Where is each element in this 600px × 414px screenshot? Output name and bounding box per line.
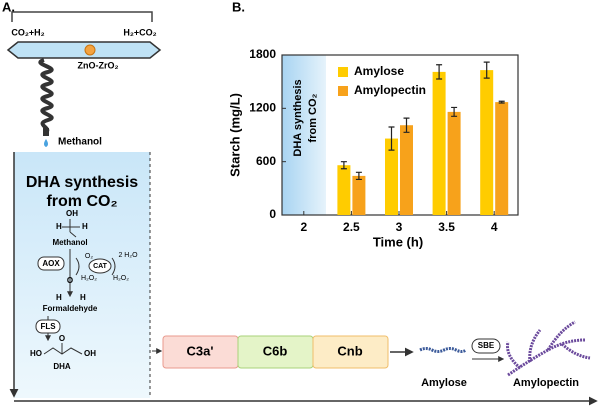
error-bar <box>436 64 443 80</box>
atom: H <box>80 293 86 302</box>
legend-label: Amylopectin <box>354 83 426 97</box>
bar <box>447 111 461 215</box>
enzyme-label: AOX <box>42 259 60 268</box>
error-bar <box>451 106 458 117</box>
enzyme-label: FLS <box>40 322 56 331</box>
atom: OH <box>84 349 96 358</box>
box-title: DHA synthesis <box>26 174 138 191</box>
annotation-region <box>282 55 326 215</box>
reagent: 2 H₂O <box>118 252 138 259</box>
product-label: Amylose <box>421 377 467 389</box>
bar <box>400 125 413 215</box>
x-axis-label: Time (h) <box>373 234 423 249</box>
bond <box>43 343 83 355</box>
atom: H <box>56 293 62 302</box>
gas-label: CO₂+H₂ <box>11 27 44 37</box>
legend-label: Amylose <box>354 64 404 78</box>
coil <box>38 58 54 134</box>
x-tick-label: 2 <box>300 220 307 234</box>
atom: H <box>56 222 62 231</box>
enzyme-label: SBE <box>478 341 495 350</box>
legend-swatch <box>338 86 348 96</box>
module <box>312 335 389 369</box>
panel-label: B. <box>232 0 245 14</box>
x-tick-label: 2.5 <box>343 220 360 234</box>
x-tick-label: 3 <box>396 220 403 234</box>
outlet <box>43 128 49 136</box>
reagent: H₂O₂ <box>81 275 97 282</box>
box-title: from CO₂ <box>46 193 117 210</box>
error-bar <box>340 161 347 170</box>
bar <box>432 71 446 215</box>
gas-label: H₂+CO₂ <box>123 27 156 37</box>
panel-label: A. <box>2 0 15 14</box>
atom: H <box>82 222 88 231</box>
y-axis-label: Starch (mg/L) <box>227 93 242 177</box>
y-tick-label: 1200 <box>249 101 276 115</box>
compound-label: DHA <box>53 362 71 371</box>
atom: O <box>59 334 65 343</box>
catalyst-label: ZnO-ZrO₂ <box>78 60 119 70</box>
module-label: C6b <box>263 343 288 358</box>
compound-label: Methanol <box>52 238 87 247</box>
enzyme <box>37 256 65 271</box>
y-tick-label: 600 <box>256 154 276 168</box>
legend-swatch <box>338 67 348 77</box>
bar <box>385 138 398 215</box>
enzyme <box>88 258 112 274</box>
annotation: from CO₂ <box>307 93 319 142</box>
error-bar <box>483 61 490 79</box>
amylopectin-branch <box>506 320 591 377</box>
amylose-chain <box>419 347 467 353</box>
reagent: O₂ <box>85 253 93 260</box>
error-bar <box>403 117 410 133</box>
bar <box>337 165 351 215</box>
module-label: C3a' <box>187 343 214 358</box>
product-label: Amylopectin <box>513 377 579 389</box>
enzyme-label: CAT <box>93 263 108 270</box>
curve <box>75 257 116 276</box>
error-bar <box>355 171 362 181</box>
error-bar <box>388 126 395 151</box>
atom: HO <box>30 349 42 358</box>
atom: O <box>67 276 73 285</box>
atom: OH <box>66 209 78 218</box>
annotation: DHA synthesis <box>292 79 304 156</box>
gas-loop <box>11 11 153 22</box>
error-bar <box>498 100 505 104</box>
reagent: H₂O₂ <box>113 275 129 282</box>
product-label: Methanol <box>58 137 102 148</box>
enzyme <box>35 319 61 334</box>
reactor <box>6 41 162 59</box>
catalyst <box>84 44 96 56</box>
y-tick-label: 1800 <box>249 47 276 61</box>
bar <box>480 70 494 215</box>
dha-box <box>14 152 150 398</box>
x-tick-label: 3.5 <box>438 220 455 234</box>
module-label: Cnb <box>337 343 362 358</box>
y-tick-label: 0 <box>269 207 276 221</box>
bar <box>352 175 366 215</box>
x-tick-label: 4 <box>491 220 498 234</box>
bar <box>495 102 509 215</box>
compound-label: Formaldehyde <box>43 304 98 313</box>
drop <box>44 139 48 147</box>
bond <box>62 219 80 238</box>
enzyme <box>471 338 501 354</box>
